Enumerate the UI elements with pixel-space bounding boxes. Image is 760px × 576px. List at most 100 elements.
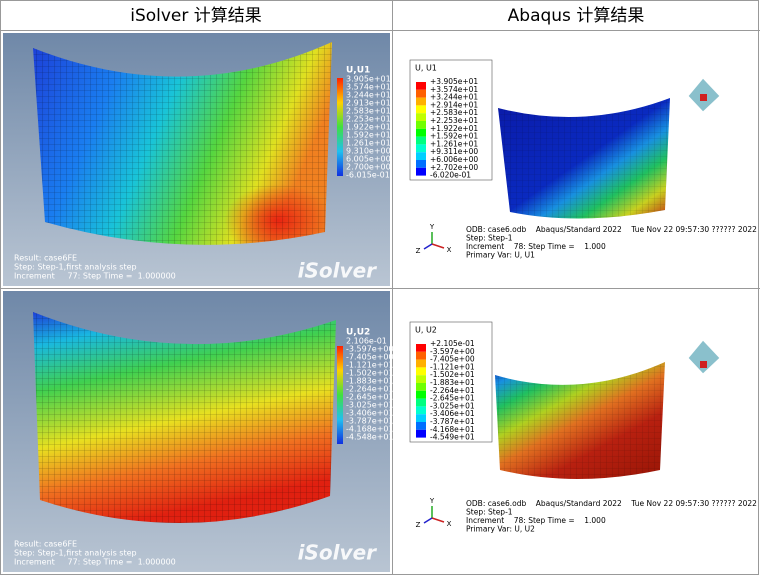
triad-label: Z (416, 247, 421, 255)
legend-label: 2.253e+01 (346, 115, 391, 124)
legend-swatch (416, 89, 426, 98)
legend-label: -2.645e+01 (430, 394, 475, 403)
legend-label: 2.913e+01 (346, 99, 391, 108)
legend-swatch (416, 359, 426, 368)
legend-swatch (416, 351, 426, 360)
legend-swatch (416, 160, 426, 168)
legend-swatch (416, 422, 426, 430)
legend-label: -1.502e+01 (430, 370, 475, 379)
legend-label: 2.106e-01 (346, 337, 387, 346)
view-cube (687, 77, 721, 375)
color-bar (337, 78, 343, 176)
isolver-contour (33, 312, 336, 524)
legend-label: -6.020e-01 (430, 171, 471, 180)
legend-label: -3.406e+01 (430, 409, 475, 418)
legend-label: -3.597e+00 (430, 347, 475, 356)
legend-label: +1.261e+01 (430, 139, 478, 148)
legend-label: -2.264e+01 (430, 386, 475, 395)
legend-swatch (416, 406, 426, 415)
legend-title: U, U2 (415, 326, 437, 335)
legend-label: +3.905e+01 (430, 77, 478, 86)
legend-swatch (416, 344, 426, 352)
legend-label: +1.922e+01 (430, 124, 478, 133)
result-info: Increment 77: Step Time = 1.000000 (14, 272, 176, 281)
legend-swatch (416, 414, 426, 422)
column-header: Abaqus 计算结果 (508, 6, 645, 26)
triad-label: X (447, 520, 452, 528)
legend-swatch (416, 167, 426, 176)
legend-label: 3.905e+01 (346, 75, 391, 84)
legend-swatch (416, 97, 426, 106)
legend-label: -2.264e+01 (346, 385, 394, 394)
legend-label: +2.105e-01 (430, 339, 475, 348)
legend-label: -6.015e-01 (346, 171, 390, 180)
triad-axis (423, 243, 433, 250)
color-bar (337, 346, 343, 444)
legend-label: -3.787e+01 (346, 417, 394, 426)
result-info: Primary Var: U, U2 (466, 525, 535, 534)
legend-swatch (416, 144, 426, 153)
legend-label: -3.597e+00 (346, 345, 394, 354)
legend-swatch (416, 82, 426, 90)
abaqus-contour (498, 98, 670, 219)
legend-box (409, 59, 493, 181)
result-info: Result: case6FE (14, 254, 77, 263)
legend-label: +2.914e+01 (430, 100, 478, 109)
legend-label: 9.310e+00 (346, 147, 391, 156)
legend-label: 3.574e+01 (346, 83, 391, 92)
triad-axis (423, 517, 433, 524)
legend-label: +3.574e+01 (430, 85, 478, 94)
legend-swatch (416, 136, 426, 145)
legend-label: -1.883e+01 (346, 377, 394, 386)
legend-label: +3.244e+01 (430, 93, 478, 102)
legend-label: +1.592e+01 (430, 132, 478, 141)
legend-label: 1.922e+01 (346, 123, 391, 132)
column-header: iSolver 计算结果 (130, 6, 262, 26)
legend-label: -7.405e+00 (346, 353, 394, 362)
legend-label: +2.583e+01 (430, 108, 478, 117)
legend-swatch (416, 128, 426, 137)
triad-label: Y (429, 497, 435, 505)
result-info: Step: Step-1 (466, 508, 513, 517)
legend-label: +2.253e+01 (430, 116, 478, 125)
legend-label: 3.244e+01 (346, 91, 391, 100)
legend-swatch (416, 105, 426, 114)
legend-label: -1.502e+01 (346, 369, 394, 378)
legend-label: +9.311e+00 (430, 147, 478, 156)
result-info: ODB: case6.odb Abaqus/Standard 2022 Tue … (466, 499, 757, 508)
legend-label: 6.005e+00 (346, 155, 391, 164)
legend-swatch (416, 375, 426, 383)
legend-label: -4.168e+01 (346, 425, 394, 434)
result-info: Result: case6FE (14, 540, 77, 549)
legend-swatch (416, 367, 426, 376)
legend-label: -3.787e+01 (430, 417, 475, 426)
result-info: Increment 77: Step Time = 1.000000 (14, 558, 176, 567)
legend-title: U,U2 (346, 328, 370, 338)
legend-label: -4.548e+01 (346, 433, 394, 442)
legend-label: -3.406e+01 (346, 409, 394, 418)
legend-label: -4.549e+01 (430, 433, 475, 442)
legend-swatch (416, 398, 426, 407)
legend-swatch (416, 390, 426, 399)
isolver-contour (33, 42, 332, 245)
legend-label: -2.645e+01 (346, 393, 394, 402)
result-info: Step: Step-1,first analysis step (14, 263, 137, 272)
result-info: ODB: case6.odb Abaqus/Standard 2022 Tue … (466, 225, 757, 234)
triad-label: X (447, 246, 452, 254)
triad-label: Z (416, 521, 421, 529)
legend-label: 1.592e+01 (346, 131, 391, 140)
legend-label: -1.121e+01 (430, 362, 475, 371)
result-info: Step: Step-1 (466, 234, 513, 243)
legend-label: -4.168e+01 (430, 425, 475, 434)
legend-label: 2.700e+00 (346, 163, 391, 172)
triad-axis (431, 517, 445, 523)
legend-title: U,U1 (346, 66, 370, 76)
legend-label: -3.025e+01 (430, 401, 475, 410)
legend-label: -7.405e+00 (430, 355, 475, 364)
legend-swatch (416, 113, 426, 121)
legend-swatch (416, 383, 426, 391)
result-info: Increment 78: Step Time = 1.000 (466, 242, 606, 251)
result-info: Primary Var: U, U1 (466, 251, 535, 260)
